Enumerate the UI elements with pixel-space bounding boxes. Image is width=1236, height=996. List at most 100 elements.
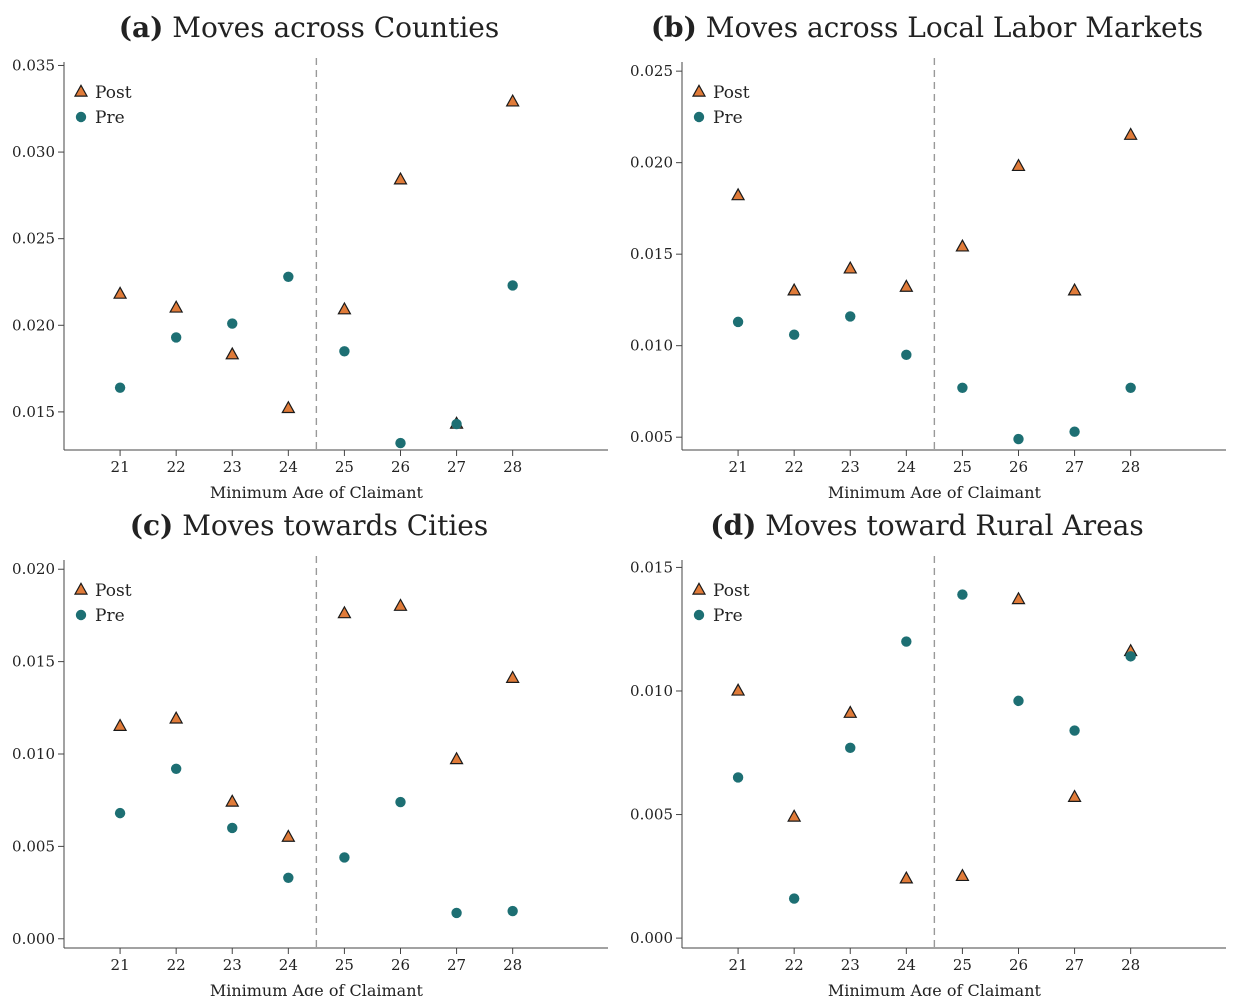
- panel-tag: (d): [710, 509, 757, 542]
- legend-post-marker: [73, 84, 89, 97]
- post-point: [113, 718, 128, 731]
- panel-tag: (a): [118, 11, 164, 44]
- legend-label: Pre: [713, 108, 743, 128]
- y-tick-label: 0.015: [630, 245, 673, 263]
- x-tick-label: 24: [897, 458, 916, 476]
- chart-panel-a: (a) Moves across Counties 0.015 0.020 0.02…: [0, 0, 618, 498]
- x-tick-label: 25: [953, 956, 972, 974]
- post-point: [787, 809, 802, 822]
- post-point: [225, 346, 240, 360]
- pre-point: [339, 346, 350, 357]
- x-tick-label: 28: [1121, 458, 1140, 476]
- x-tick-label: 23: [223, 956, 242, 974]
- post-point: [281, 829, 296, 842]
- x-tick-label: 27: [447, 458, 466, 476]
- pre-point: [957, 589, 968, 600]
- legend-label: Pre: [713, 606, 743, 626]
- x-tick-label: 24: [897, 956, 916, 974]
- x-tick-label: 24: [279, 956, 298, 974]
- post-point: [843, 705, 858, 718]
- scatter-plot: 0.000 0.005 0.010 0.015 21 22 23 24 25 26 27 28 Mini…: [630, 556, 1226, 996]
- x-tick-label: 26: [391, 458, 410, 476]
- legend-label: Post: [95, 83, 132, 103]
- x-tick-label: 25: [335, 956, 354, 974]
- y-tick-label: 0.015: [12, 653, 55, 671]
- panel-tag: (b): [650, 11, 697, 44]
- post-point: [225, 794, 240, 807]
- pre-point: [845, 311, 856, 322]
- pre-point: [1013, 433, 1024, 445]
- x-tick-label: 25: [335, 458, 354, 476]
- post-point: [731, 683, 746, 696]
- y-tick-label: 0.005: [12, 837, 55, 855]
- legend-label: Post: [95, 581, 132, 601]
- x-tick-label: 22: [167, 458, 186, 476]
- pre-point: [227, 318, 238, 329]
- post-point: [955, 868, 970, 882]
- pre-point: [283, 872, 294, 883]
- pre-point: [732, 772, 744, 783]
- legend-post-marker: [73, 582, 89, 595]
- legend-pre-marker: [75, 111, 87, 123]
- panel-title-text: Moves towards Cities: [182, 509, 489, 542]
- legend-pre-marker: [693, 111, 705, 123]
- y-tick-label: 0.035: [12, 56, 55, 74]
- panel-title: (d) Moves toward Rural Areas: [618, 508, 1236, 544]
- x-tick-label: 23: [223, 458, 242, 476]
- post-point: [1067, 282, 1082, 296]
- y-tick-label: 0.025: [12, 230, 55, 248]
- x-tick-label: 21: [111, 458, 130, 476]
- pre-point: [395, 437, 406, 449]
- panel-title-text: Moves toward Rural Areas: [765, 509, 1144, 542]
- pre-point: [451, 418, 462, 430]
- post-point: [1123, 127, 1138, 140]
- post-point: [787, 282, 802, 296]
- legend-pre-marker: [75, 609, 87, 621]
- y-tick-label: 0.005: [630, 428, 673, 446]
- x-tick-label: 22: [785, 956, 804, 974]
- legend-label: Pre: [95, 108, 125, 128]
- chart-panel-d: (d) Moves toward Rural Areas 0.000 0.005 0…: [618, 498, 1236, 996]
- pre-point: [227, 822, 238, 834]
- x-tick-label: 28: [503, 458, 522, 476]
- legend-pre-marker: [693, 609, 705, 621]
- pre-point: [283, 271, 294, 282]
- x-tick-label: 26: [391, 956, 410, 974]
- chart-panel-b: (b) Moves across Local Labor Markets 0.0…: [618, 0, 1236, 498]
- panel-title: (c) Moves towards Cities: [0, 508, 618, 544]
- legend-post-marker: [691, 84, 707, 97]
- x-tick-label: 21: [729, 458, 748, 476]
- post-point: [899, 870, 914, 884]
- x-tick-label: 22: [167, 956, 186, 974]
- scatter-plot: 0.005 0.010 0.015 0.020 0.025 21 22 23 24 25 26 27 2…: [630, 58, 1226, 498]
- legend-post-marker: [691, 582, 707, 595]
- x-tick-label: 27: [447, 956, 466, 974]
- x-axis-label: Minimum Age of Claimant: [210, 483, 424, 498]
- post-point: [337, 301, 352, 315]
- pre-point: [901, 349, 912, 361]
- panel-tag: (c): [129, 509, 174, 542]
- post-point: [955, 238, 970, 252]
- y-tick-label: 0.030: [12, 143, 55, 161]
- pre-point: [170, 332, 182, 343]
- post-point: [281, 400, 296, 414]
- y-tick-label: 0.020: [630, 154, 673, 172]
- scatter-plot: 0.000 0.005 0.010 0.015 0.020 21 22 23 24 25 26 27 2…: [12, 556, 608, 996]
- panel-title: (a) Moves across Counties: [0, 10, 618, 46]
- y-tick-label: 0.020: [12, 316, 55, 334]
- pre-point: [1013, 695, 1024, 707]
- post-point: [1011, 591, 1026, 605]
- x-tick-label: 23: [841, 458, 860, 476]
- post-point: [843, 260, 858, 274]
- post-point: [1067, 789, 1082, 802]
- y-tick-label: 0.010: [12, 745, 55, 763]
- post-point: [505, 93, 520, 107]
- x-tick-label: 26: [1009, 458, 1028, 476]
- pre-point: [1125, 382, 1136, 393]
- pre-point: [507, 280, 518, 291]
- x-tick-label: 21: [729, 956, 748, 974]
- x-tick-label: 27: [1065, 956, 1084, 974]
- y-tick-label: 0.005: [630, 806, 673, 824]
- pre-point: [1069, 426, 1080, 437]
- pre-point: [339, 852, 350, 863]
